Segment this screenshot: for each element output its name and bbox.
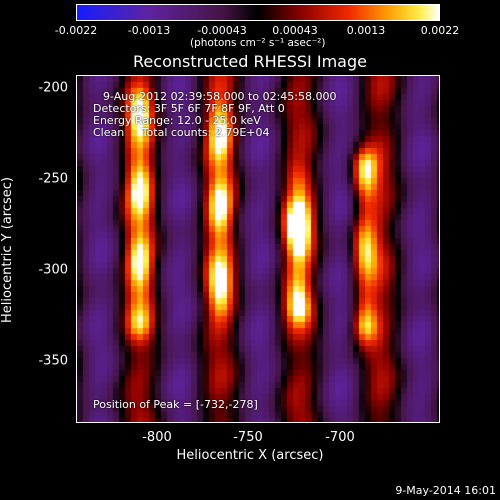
y-tick-label: -200 [38,80,68,96]
y-tick-label: -250 [38,171,68,187]
colorbar-tick: -0.00043 [197,24,247,37]
colorbar-tick: 0.0022 [420,24,460,37]
colorbar-tick: 0.00043 [272,24,318,37]
footer-timestamp: 9-May-2014 16:01 [395,484,496,497]
energy-range-annotation: Energy Range: 12.0 - 25.0 keV [93,114,261,127]
colorbar-units: (photons cm⁻² s⁻¹ asec⁻²) [190,37,326,49]
x-axis-label: Heliocentric X (arcsec) [176,448,324,463]
x-tick-label: -800 [142,430,172,445]
x-tick-label: -700 [325,430,355,445]
y-tick-label: -350 [38,353,68,369]
chart-title: Reconstructed RHESSI Image [133,52,367,71]
colorbar-tick: -0.0013 [127,24,171,37]
peak-position-label: Position of Peak = [-732,-278] [93,398,258,411]
colorbar-tick: 0.0013 [346,24,386,37]
colorbar [76,4,440,21]
x-tick-label: -750 [233,430,263,445]
y-tick-label: -300 [38,262,68,278]
y-axis-label: Heliocentric Y (arcsec) [0,177,15,323]
heatmap-canvas [77,76,439,422]
plot-frame [76,75,440,423]
counts-annotation: Clean Total counts: 2.79E+04 [93,126,270,139]
detectors-annotation: Detectors: 3F 5F 6F 7F 8F 9F, Att 0 [93,102,285,115]
time-range-annotation: 9-Aug-2012 02:39:58.000 to 02:45:58.000 [103,90,337,103]
colorbar-tick: -0.0022 [54,24,98,37]
